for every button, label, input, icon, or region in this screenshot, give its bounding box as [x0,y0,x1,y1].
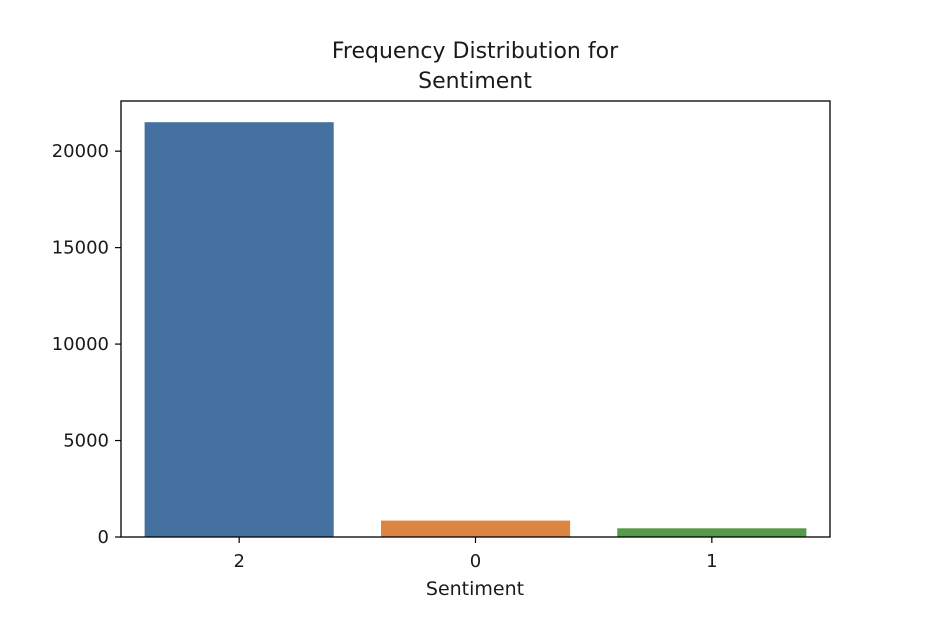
y-tick-label: 10000 [52,334,109,355]
bar-1 [617,528,807,537]
x-axis-label: Sentiment [426,578,524,600]
chart-title-line-2: Sentiment [418,69,532,94]
bar-0 [381,520,571,537]
bar-2 [144,122,334,537]
y-tick-label: 5000 [63,431,109,452]
y-tick-label: 0 [98,527,109,548]
x-tick-label: 1 [706,551,717,572]
bars-group [144,122,807,537]
y-tick-label: 15000 [52,238,109,259]
y-axis: 0 5000 10000 15000 20000 [52,141,121,548]
x-tick-label: 2 [233,551,244,572]
x-axis: 2 0 1 [233,537,718,572]
y-tick-label: 20000 [52,141,109,162]
x-tick-label: 0 [470,551,481,572]
plot-frame [120,100,831,538]
chart-title-line-1: Frequency Distribution for [332,39,619,64]
